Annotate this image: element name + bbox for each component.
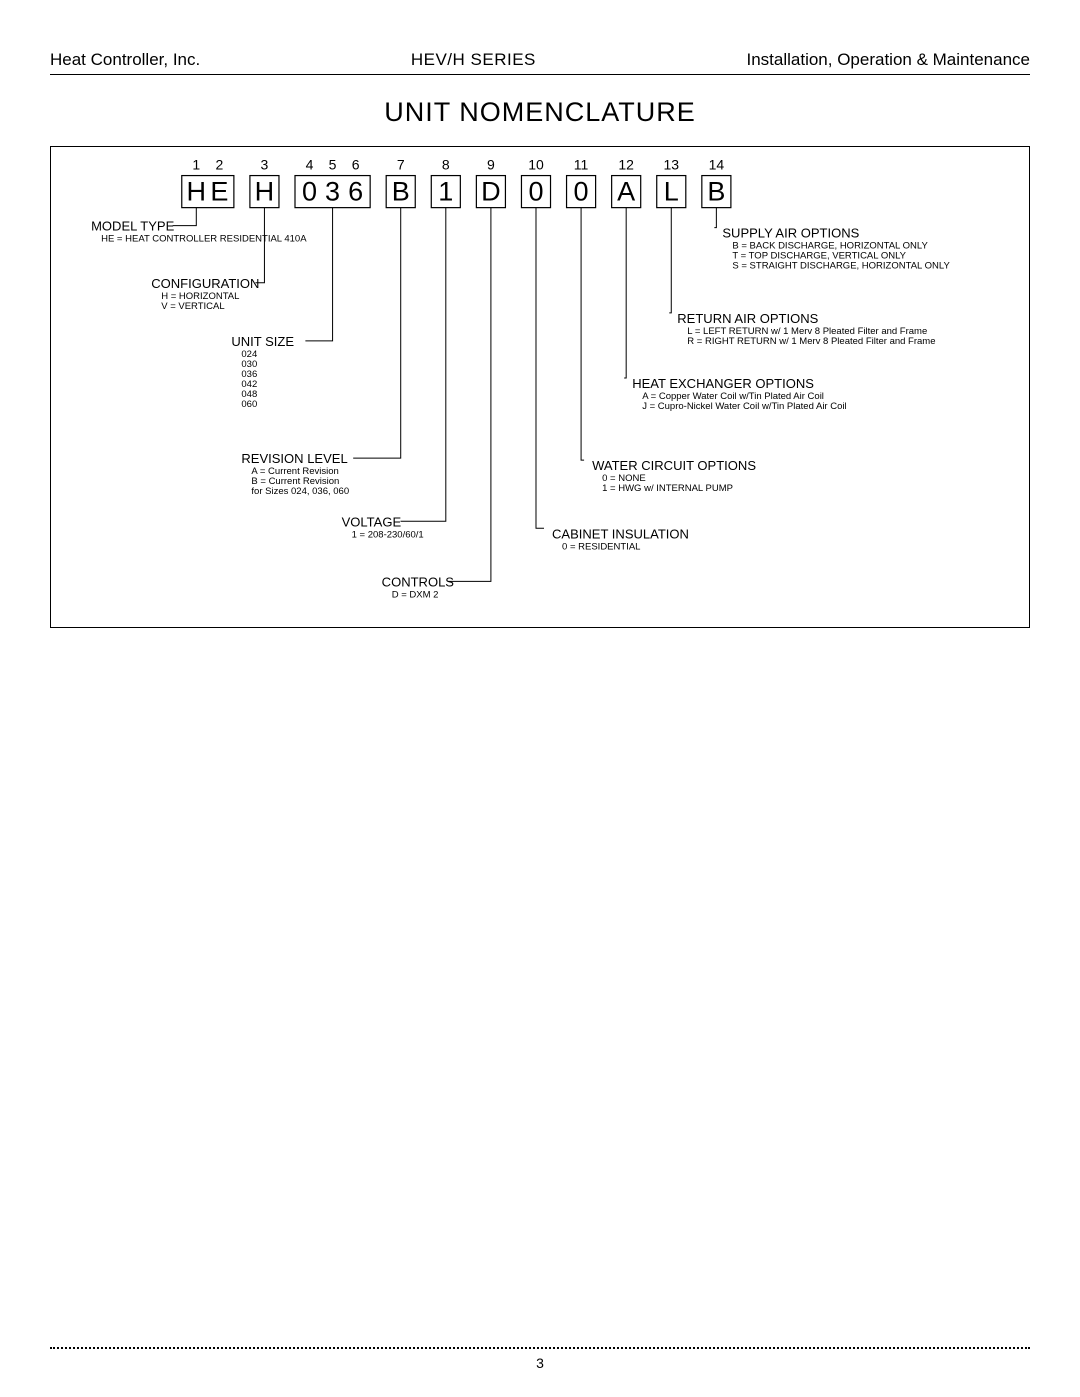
code-char: 1 <box>438 177 453 207</box>
label-line: R = RIGHT RETURN w/ 1 Merv 8 Pleated Fil… <box>687 336 935 347</box>
position-number: 2 <box>215 157 223 173</box>
label-title: WATER CIRCUIT OPTIONS <box>592 458 756 473</box>
connector-line <box>536 208 544 529</box>
label-title: CABINET INSULATION <box>552 526 689 541</box>
label-line: 0 = RESIDENTIAL <box>562 541 640 552</box>
connector-line <box>624 208 626 378</box>
position-number: 1 <box>192 157 200 173</box>
label-title: RETURN AIR OPTIONS <box>677 311 818 326</box>
code-char: 3 <box>325 177 340 207</box>
position-number: 10 <box>528 157 544 173</box>
label-title: VOLTAGE <box>342 514 402 529</box>
code-char: 0 <box>528 177 543 207</box>
label-line: 1 = HWG w/ INTERNAL PUMP <box>602 483 733 494</box>
position-number: 14 <box>709 157 725 173</box>
header-left: Heat Controller, Inc. <box>50 50 200 70</box>
label-title: HEAT EXCHANGER OPTIONS <box>632 376 814 391</box>
label-line: 060 <box>241 399 257 410</box>
code-char: 0 <box>574 177 589 207</box>
code-char: B <box>707 177 725 207</box>
page-header: Heat Controller, Inc. HEV/H SERIES Insta… <box>50 50 1030 75</box>
position-number: 12 <box>618 157 634 173</box>
label-title: CONFIGURATION <box>151 276 259 291</box>
label-title: UNIT SIZE <box>231 334 294 349</box>
code-char: D <box>481 177 501 207</box>
code-char: 6 <box>348 177 363 207</box>
code-char: H <box>255 177 275 207</box>
connector-line <box>581 208 584 461</box>
label-title: REVISION LEVEL <box>241 451 347 466</box>
label-line: for Sizes 024, 036, 060 <box>251 486 349 497</box>
label-title: MODEL TYPE <box>91 219 174 234</box>
connector-line <box>669 208 671 313</box>
position-number: 7 <box>397 157 405 173</box>
diagram-svg: 1234567891011121314HEH036B1D00ALBMODEL T… <box>51 147 1029 627</box>
code-char: H <box>187 177 207 207</box>
label-line: HE = HEAT CONTROLLER RESIDENTIAL 410A <box>101 234 307 245</box>
page-title: UNIT NOMENCLATURE <box>50 97 1030 128</box>
position-number: 3 <box>261 157 269 173</box>
label-line: D = DXM 2 <box>392 589 439 600</box>
label-title: SUPPLY AIR OPTIONS <box>722 226 859 241</box>
connector-line <box>714 208 716 228</box>
code-char: E <box>210 177 228 207</box>
connector-line <box>255 208 264 283</box>
position-number: 6 <box>352 157 360 173</box>
label-line: J = Cupro-Nickel Water Coil w/Tin Plated… <box>642 401 846 412</box>
code-char: 0 <box>302 177 317 207</box>
position-number: 9 <box>487 157 495 173</box>
nomenclature-diagram: 1234567891011121314HEH036B1D00ALBMODEL T… <box>50 146 1030 628</box>
connector-line <box>400 208 445 522</box>
label-line: S = STRAIGHT DISCHARGE, HORIZONTAL ONLY <box>732 261 950 272</box>
connector-line <box>173 208 197 226</box>
code-char: A <box>617 177 635 207</box>
position-number: 11 <box>574 157 589 173</box>
position-number: 4 <box>306 157 314 173</box>
connector-line <box>448 208 491 582</box>
code-char: L <box>664 177 679 207</box>
label-title: CONTROLS <box>382 574 455 589</box>
label-line: V = VERTICAL <box>161 301 224 312</box>
connector-line <box>353 208 401 459</box>
page-number: 3 <box>0 1355 1080 1371</box>
footer-separator <box>50 1347 1030 1349</box>
label-line: 1 = 208-230/60/1 <box>352 529 424 540</box>
connector-line <box>305 208 332 341</box>
position-number: 13 <box>663 157 679 173</box>
code-char: B <box>392 177 410 207</box>
page: Heat Controller, Inc. HEV/H SERIES Insta… <box>0 0 1080 1397</box>
position-number: 5 <box>329 157 337 173</box>
header-right: Installation, Operation & Maintenance <box>746 50 1030 70</box>
position-number: 8 <box>442 157 450 173</box>
header-center: HEV/H SERIES <box>411 50 536 70</box>
